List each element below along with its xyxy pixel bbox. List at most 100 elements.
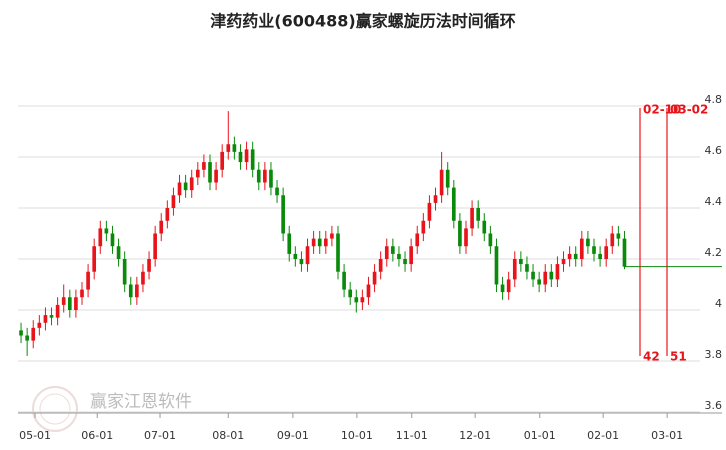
candle-body — [403, 259, 407, 265]
candle-body — [366, 284, 371, 298]
candle-body — [317, 238, 322, 247]
candle-body — [579, 238, 584, 259]
candle-body — [122, 259, 127, 285]
cycle-date: 03-02 — [670, 103, 708, 117]
x-tick-label: 07-01 — [144, 429, 176, 442]
candle-body — [147, 259, 151, 272]
chart-title: 津药药业(600488)赢家螺旋历法时间循环 — [210, 12, 515, 31]
candle-body — [80, 289, 84, 298]
candle-body — [537, 279, 541, 285]
candle-body — [384, 246, 389, 259]
candle-body — [220, 151, 225, 170]
candle-body — [512, 259, 517, 280]
candle-body — [348, 289, 353, 298]
x-tick-label: 12-01 — [459, 429, 491, 442]
candle-body — [116, 246, 121, 259]
candle-body — [43, 315, 48, 323]
candle-body — [177, 182, 182, 196]
candle-body — [372, 271, 377, 285]
candle-body — [531, 271, 535, 280]
candle-body — [342, 271, 346, 290]
candle-body — [311, 238, 316, 247]
cycle-date: 02-10 — [643, 103, 681, 117]
cycle-count: 42 — [643, 350, 660, 364]
candle-body — [598, 253, 602, 259]
candle-body — [336, 233, 340, 272]
candle-body — [494, 246, 499, 285]
watermark: 赢家江恩软件 — [90, 392, 192, 412]
candle-body — [74, 297, 78, 310]
candle-body — [519, 259, 523, 265]
candle-body — [451, 187, 456, 221]
x-tick-label: 03-01 — [651, 429, 683, 442]
candle-body — [232, 144, 237, 152]
candle-body — [25, 335, 29, 341]
candle-body — [110, 233, 115, 247]
candle-body — [98, 228, 103, 247]
candle-body — [31, 327, 36, 341]
candle-body — [244, 149, 249, 163]
candle-body — [330, 233, 334, 239]
candle-body — [561, 259, 566, 265]
y-tick-label: 4.2 — [705, 246, 723, 259]
candle-body — [195, 169, 200, 178]
y-tick-label: 4 — [715, 297, 722, 310]
x-tick-label: 05-01 — [19, 429, 51, 442]
candle-body — [189, 177, 194, 191]
candle-body — [458, 220, 462, 247]
candle-body — [586, 238, 590, 247]
x-tick-label: 06-01 — [81, 429, 113, 442]
candle-body — [354, 297, 359, 303]
candle-body — [55, 304, 60, 318]
candle-body — [141, 271, 145, 285]
watermark-logo — [32, 386, 78, 432]
candle-body — [305, 246, 310, 265]
candle-body — [470, 208, 474, 229]
candle-body — [263, 169, 267, 183]
candle-body — [433, 195, 438, 203]
candle-body — [208, 162, 212, 183]
candle-body — [256, 169, 261, 183]
candle-body — [391, 246, 395, 254]
cycle-count: 51 — [670, 350, 687, 364]
candle-body — [183, 182, 188, 191]
candle-body — [19, 330, 23, 336]
candle-body — [378, 259, 383, 272]
candle-body — [293, 253, 298, 259]
y-tick-label: 3.6 — [705, 399, 723, 412]
candle-body — [323, 238, 328, 247]
candle-body — [250, 149, 255, 170]
candle-body — [476, 208, 481, 221]
candle-body — [299, 259, 304, 265]
candle-body — [61, 297, 66, 305]
candle-body — [427, 202, 432, 221]
candle-body — [543, 271, 548, 285]
x-tick-label: 10-01 — [341, 429, 373, 442]
candle-body — [500, 284, 505, 293]
candle-body — [238, 151, 243, 163]
candle-body — [92, 246, 97, 272]
candle-body — [439, 169, 444, 196]
candle-body — [445, 169, 450, 188]
candle-body — [610, 233, 615, 247]
x-tick-label: 11-01 — [396, 429, 428, 442]
candle-body — [202, 162, 206, 170]
candle-body — [214, 169, 218, 183]
candle-body — [135, 284, 139, 298]
candle-body — [604, 246, 609, 259]
candle-body — [153, 233, 157, 259]
candle-body — [226, 144, 231, 152]
y-tick-label: 4.6 — [705, 144, 723, 157]
candle-body — [592, 246, 596, 254]
candle-body — [128, 284, 133, 298]
candle-body — [573, 253, 578, 259]
candle-body — [482, 220, 487, 234]
candle-body — [622, 238, 627, 267]
candle-body — [275, 187, 279, 196]
x-tick-label: 08-01 — [212, 429, 244, 442]
candle-body — [616, 233, 621, 239]
candle-body — [464, 228, 468, 247]
candle-body — [488, 233, 493, 247]
